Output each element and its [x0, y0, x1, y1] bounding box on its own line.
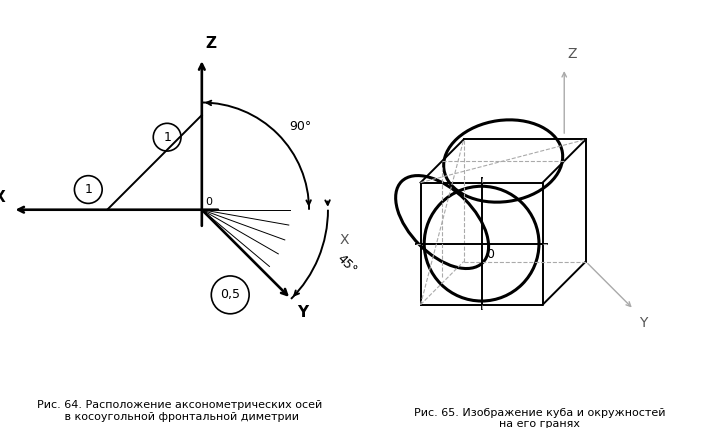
Text: X: X: [340, 233, 349, 247]
Text: Y: Y: [639, 316, 648, 330]
Text: X: X: [0, 190, 5, 205]
Text: 0: 0: [486, 248, 495, 262]
Text: Z: Z: [205, 36, 216, 51]
Text: 0,5: 0,5: [220, 288, 240, 301]
Text: 45°: 45°: [334, 252, 360, 277]
Text: 1: 1: [84, 183, 92, 196]
Text: Z: Z: [567, 48, 577, 61]
Text: 90°: 90°: [289, 120, 311, 133]
Text: 0: 0: [206, 197, 213, 207]
Text: Рис. 64. Расположение аксонометрических осей
 в косоугольной фронтальной диметри: Рис. 64. Расположение аксонометрических …: [37, 401, 322, 422]
Text: Y: Y: [298, 305, 308, 320]
Text: 1: 1: [163, 131, 171, 144]
Text: Рис. 65. Изображение куба и окружностей
на его гранях: Рис. 65. Изображение куба и окружностей …: [413, 407, 665, 428]
